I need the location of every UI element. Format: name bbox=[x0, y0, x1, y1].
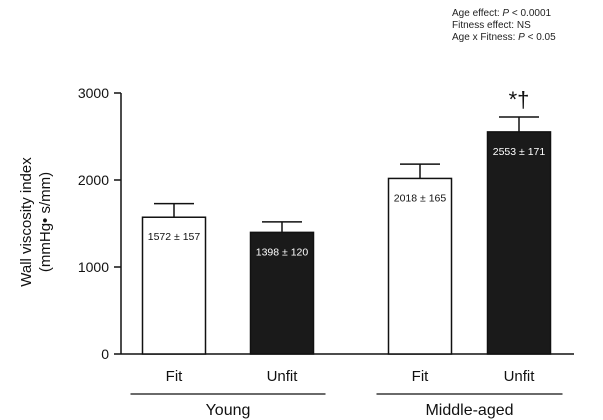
group-label: Young bbox=[206, 402, 251, 419]
x-category-label: Fit bbox=[166, 368, 183, 385]
y-tick-label: 1000 bbox=[78, 259, 109, 275]
bar-middleaged-fit bbox=[387, 177, 453, 355]
stat-line-0: Age effect: P < 0.0001 bbox=[452, 8, 600, 20]
stat-label: Age effect: bbox=[452, 8, 503, 19]
y-tick-label: 0 bbox=[101, 346, 109, 362]
y-tick-label: 2000 bbox=[78, 172, 109, 188]
bar-young-fit bbox=[141, 216, 207, 355]
bar-young-unfit bbox=[249, 231, 315, 355]
group-label: Middle-aged bbox=[425, 402, 513, 419]
x-category-label: Fit bbox=[412, 368, 429, 385]
stat-value: < 0.05 bbox=[524, 32, 556, 43]
bar-value-label: 2018 ± 165 bbox=[394, 192, 447, 204]
x-category-label: Unfit bbox=[267, 368, 299, 385]
stat-p: P bbox=[502, 8, 510, 19]
bar-middleaged-unfit bbox=[486, 131, 552, 355]
statistics-annotation: Age effect: P < 0.0001 Fitness effect: NS… bbox=[452, 8, 600, 44]
y-axis-title: Wall viscosity index bbox=[18, 157, 35, 287]
stat-label: Age x Fitness: bbox=[452, 32, 519, 43]
stat-label: Fitness effect: NS bbox=[452, 20, 531, 31]
stat-value: < 0.0001 bbox=[509, 8, 552, 19]
y-axis-unit: (mmHg• s/mm) bbox=[37, 172, 54, 272]
bar-value-label: 2553 ± 171 bbox=[493, 146, 546, 158]
stat-line-2: Age x Fitness: P < 0.05 bbox=[452, 32, 600, 44]
bar-value-label: 1398 ± 120 bbox=[256, 246, 309, 258]
stat-p: P bbox=[518, 32, 525, 43]
y-tick-label: 3000 bbox=[78, 85, 109, 101]
significance-marker: *† bbox=[509, 87, 530, 112]
x-category-label: Unfit bbox=[504, 368, 536, 385]
bar-value-label: 1572 ± 157 bbox=[148, 231, 201, 243]
stat-line-1: Fitness effect: NS bbox=[452, 20, 600, 32]
